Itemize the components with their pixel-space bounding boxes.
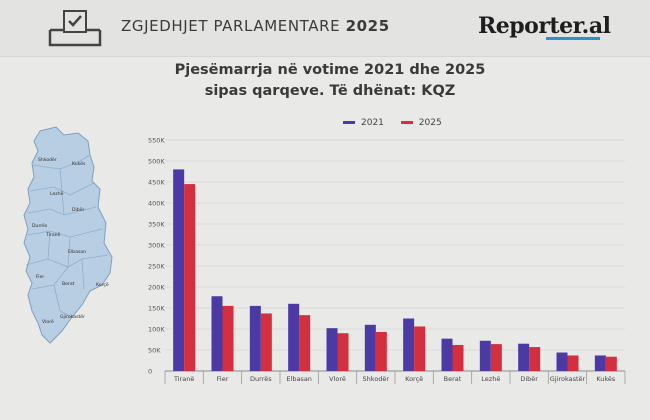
x-tick-label: Kukës <box>596 375 616 383</box>
y-tick-label: 150K <box>148 305 165 313</box>
map-label: Vlorë <box>42 319 54 325</box>
header-title-prefix: ZGJEDHJET PARLAMENTARE <box>121 17 341 35</box>
x-tick-label: Korçë <box>405 375 423 383</box>
bar-2021-Dibër <box>518 343 530 371</box>
x-tick-label: Vlorë <box>329 375 346 383</box>
chart-title: Pjesëmarrja në votime 2021 dhe 2025 sipa… <box>120 60 540 102</box>
legend-item-2025: 2025 <box>400 117 442 128</box>
bar-2021-Lezhë <box>479 340 491 371</box>
bar-2025-Dibër <box>529 347 541 371</box>
bar-2025-Shkodër <box>375 331 387 371</box>
map-label: Elbasan <box>68 249 86 255</box>
x-tick-label: Gjirokastër <box>550 375 586 383</box>
legend-label-2021: 2021 <box>361 117 384 128</box>
y-tick-label: 100K <box>148 326 165 334</box>
legend-label-2025: 2025 <box>418 117 442 128</box>
chart-title-line1: Pjesëmarrja në votime 2021 dhe 2025 <box>174 62 486 78</box>
albania-map: Shkodër Kukës Lezhë Dibër Durrës Tiranë Elbasa… <box>23 126 113 344</box>
bar-2021-Gjirokastër <box>556 352 568 371</box>
bar-2021-Shkodër <box>364 324 376 371</box>
x-tick-label: Fier <box>217 375 229 383</box>
legend-swatch-2025 <box>400 121 413 124</box>
bar-2025-Berat <box>452 344 464 371</box>
map-label: Durrës <box>32 223 48 229</box>
header-title-year: 2025 <box>345 17 390 35</box>
bar-2025-Vlorë <box>337 333 349 371</box>
map-label: Shkodër <box>38 157 57 163</box>
x-tick-label: Durrës <box>250 375 272 383</box>
bar-2025-Tiranë <box>184 184 196 371</box>
x-tick-label: Shkodër <box>363 375 390 383</box>
bar-2025-Gjirokastër <box>567 355 579 371</box>
bar-2025-Elbasan <box>299 315 311 371</box>
bar-2025-Fier <box>222 305 234 371</box>
chart-title-line2: sipas qarqeve. Të dhënat: KQZ <box>204 83 456 99</box>
map-label: Berat <box>62 281 75 287</box>
brand-logo-underline <box>546 37 600 40</box>
map-label: Korçë <box>96 282 109 288</box>
header-bar: ZGJEDHJET PARLAMENTARE 2025 Reporter.al <box>0 0 650 57</box>
bar-2021-Fier <box>211 296 223 371</box>
x-tick-label: Elbasan <box>286 375 312 383</box>
y-tick-label: 50K <box>148 347 161 355</box>
y-tick-label: 250K <box>148 263 165 271</box>
x-tick-label: Tiranë <box>173 375 194 383</box>
y-tick-label: 550K <box>148 137 165 145</box>
y-tick-label: 500K <box>148 158 165 166</box>
map-label: Fier <box>36 274 44 280</box>
map-label: Lezhë <box>50 191 64 197</box>
y-tick-label: 450K <box>148 179 165 187</box>
legend-swatch-2021 <box>343 121 355 124</box>
chart-legend: 2021 2025 <box>343 117 456 128</box>
map-label: Dibër <box>72 207 85 213</box>
x-tick-label: Berat <box>444 375 462 383</box>
bar-2021-Korçë <box>403 318 415 371</box>
map-label: Tiranë <box>45 232 61 238</box>
y-tick-label: 300K <box>148 242 165 250</box>
bar-2025-Kukës <box>605 356 617 371</box>
legend-item-2021: 2021 <box>343 118 384 128</box>
map-label: Kukës <box>72 161 86 167</box>
bar-2021-Durrës <box>249 305 261 371</box>
map-outline <box>23 126 113 344</box>
bar-2025-Durrës <box>260 313 272 371</box>
header-title: ZGJEDHJET PARLAMENTARE 2025 <box>121 17 390 35</box>
bar-2021-Elbasan <box>288 303 300 371</box>
y-tick-label: 200K <box>148 284 165 292</box>
x-tick-label: Dibër <box>520 375 538 383</box>
y-tick-label: 350K <box>148 221 165 229</box>
y-tick-label: 0 <box>148 368 152 376</box>
brand-logo-text: Reporter.al <box>478 13 611 39</box>
bar-2021-Tiranë <box>173 169 185 371</box>
bar-2025-Korçë <box>414 326 426 371</box>
bar-2021-Vlorë <box>326 328 338 371</box>
ballot-box-icon <box>48 10 102 47</box>
map-label: Gjirokastër <box>60 314 85 320</box>
bar-2025-Lezhë <box>490 344 502 371</box>
bar-2021-Kukës <box>594 355 606 371</box>
bar-2021-Berat <box>441 338 453 371</box>
y-tick-label: 400K <box>148 200 165 208</box>
brand-logo[interactable]: Reporter.al <box>478 13 611 40</box>
x-tick-label: Lezhë <box>481 375 500 383</box>
